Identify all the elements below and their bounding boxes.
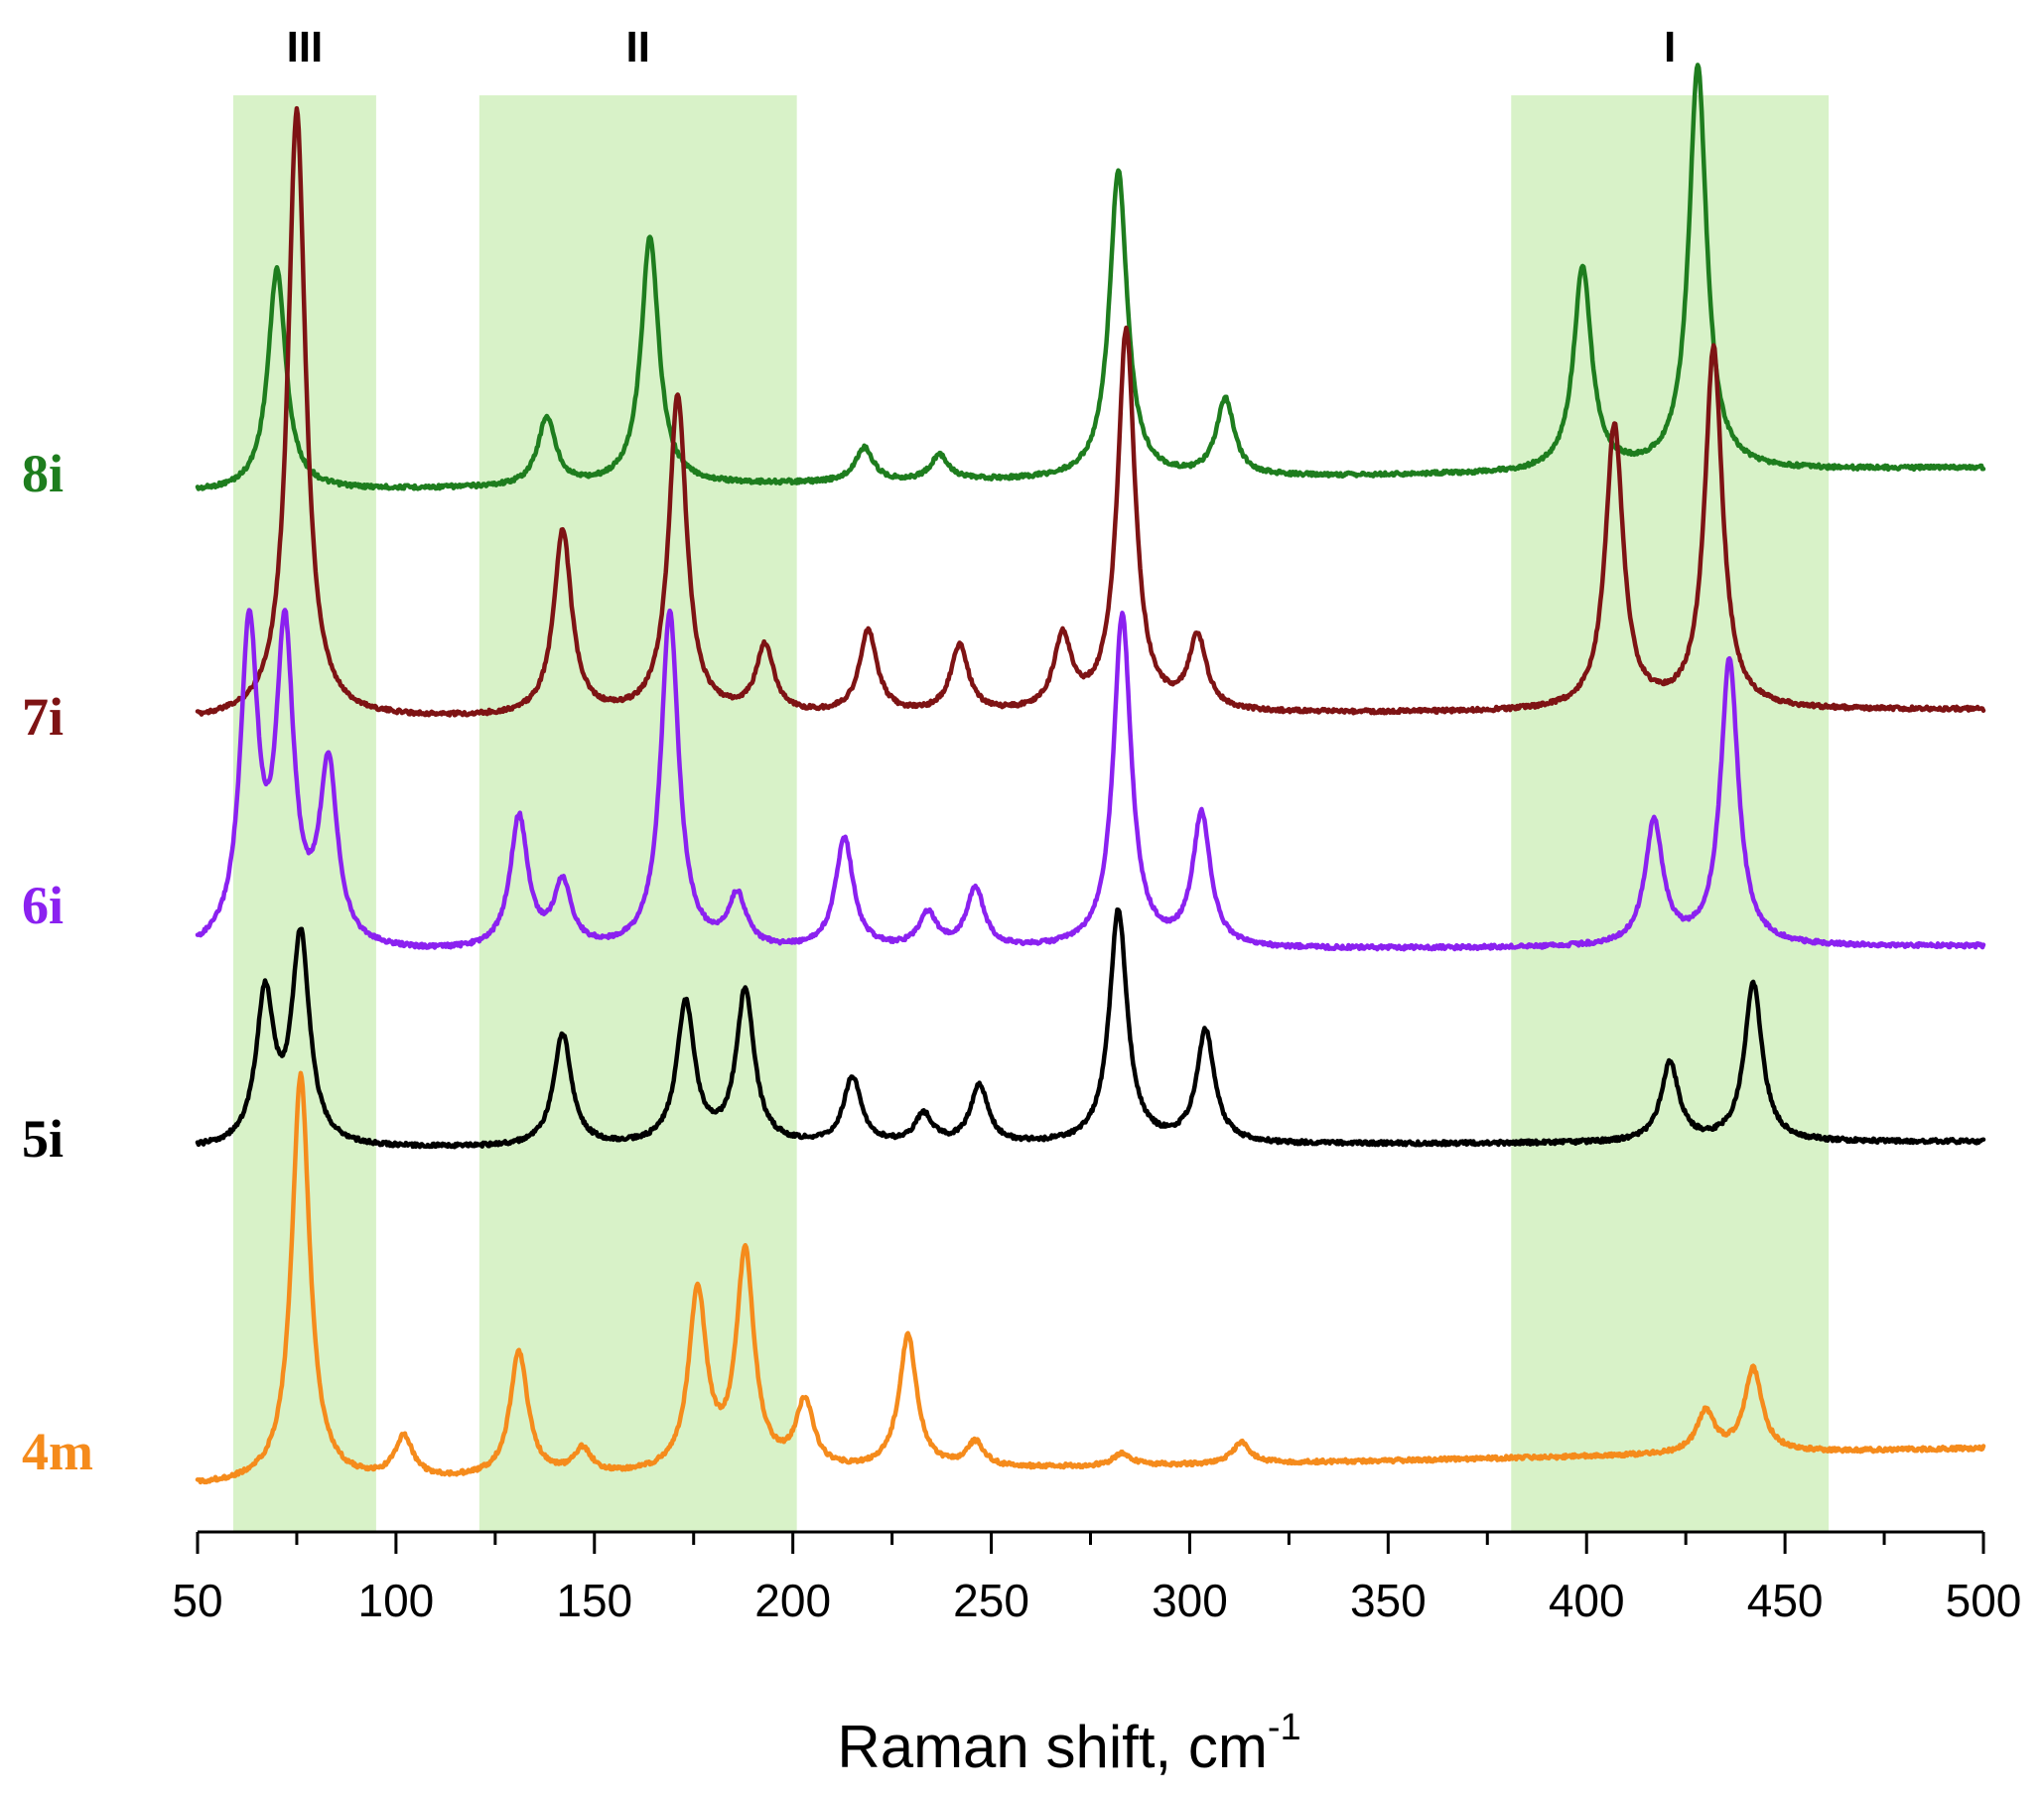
x-tick-label: 50	[172, 1575, 222, 1626]
x-axis-title: Raman shift, cm-1	[837, 1707, 1300, 1780]
spectrum-5i	[195, 906, 1986, 1150]
x-tick-label: 350	[1350, 1575, 1427, 1626]
series-label-8i: 8i	[22, 444, 64, 503]
x-tick-label: 500	[1946, 1575, 2022, 1626]
region-i-label: I	[1664, 23, 1676, 71]
region-i-band	[1511, 95, 1830, 1532]
spectrum-6i	[195, 608, 1986, 952]
x-tick-label: 100	[358, 1575, 435, 1626]
x-axis-title-superscript: -1	[1268, 1707, 1301, 1748]
series-labels: 8i 7i 6i 5i 4m	[22, 444, 93, 1481]
x-tick-label: 250	[953, 1575, 1029, 1626]
region-labels: III II I	[287, 23, 1677, 71]
region-iii-label: III	[287, 23, 324, 71]
region-ii-band	[478, 95, 797, 1532]
series-label-4m: 4m	[22, 1422, 93, 1481]
x-tick-label: 450	[1747, 1575, 1824, 1626]
x-tick-label: 150	[556, 1575, 632, 1626]
spectrum-7i	[195, 105, 1986, 718]
series-label-7i: 7i	[22, 687, 64, 747]
series-label-6i: 6i	[22, 876, 64, 935]
x-tick-label: 300	[1152, 1575, 1228, 1626]
x-tick-label: 200	[754, 1575, 831, 1626]
x-axis-title-text: Raman shift, cm	[837, 1714, 1267, 1780]
series-label-5i: 5i	[22, 1109, 64, 1169]
spectrum-4m	[195, 1070, 1986, 1485]
x-tick-label: 400	[1549, 1575, 1625, 1626]
spectrum-8i	[195, 63, 1986, 491]
x-axis-ticks: 50 100 150 200 250 300 350 400 450 500	[172, 1532, 2021, 1626]
highlight-regions	[232, 95, 1830, 1532]
region-ii-label: II	[626, 23, 650, 71]
spectra-curves	[195, 63, 1986, 1485]
